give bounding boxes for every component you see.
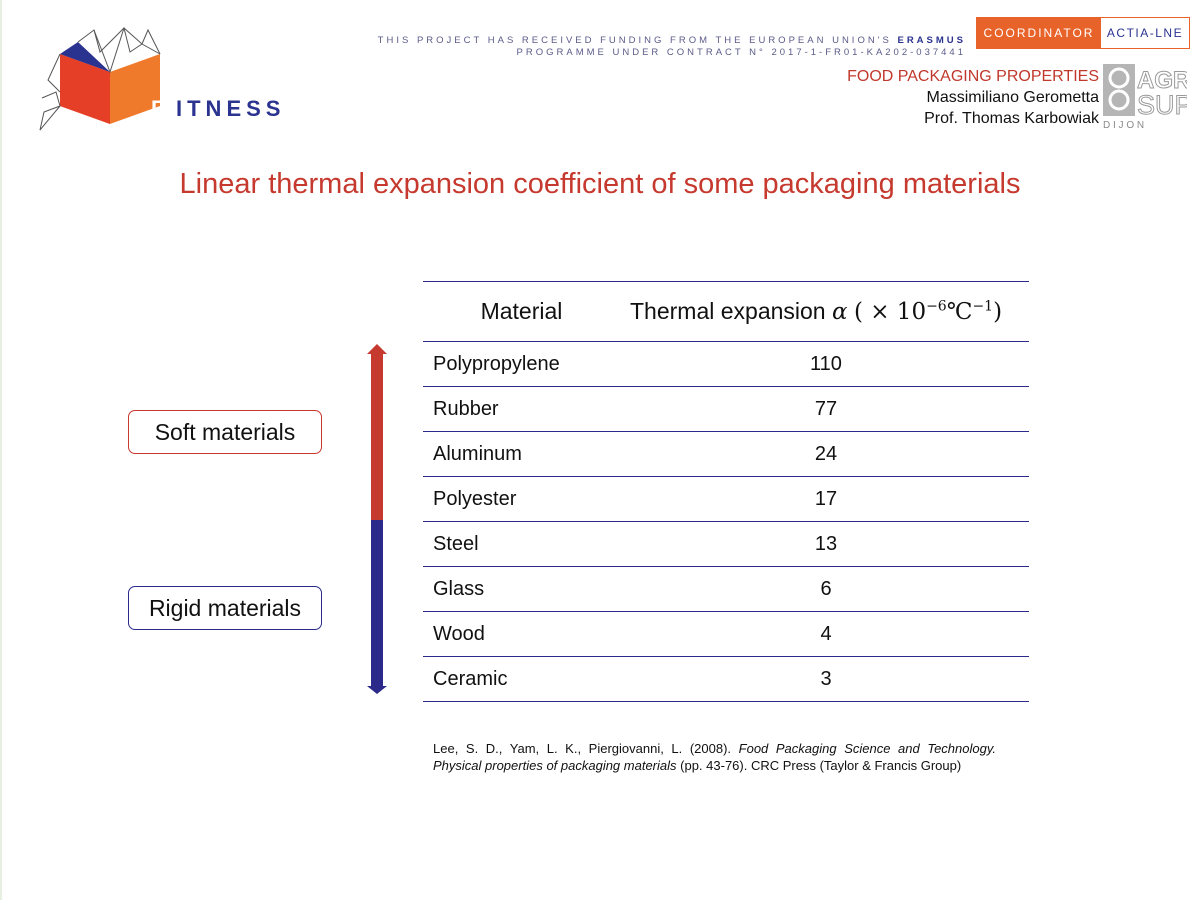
- value-cell: 3: [820, 667, 832, 690]
- table-row: Wood 4: [423, 612, 1029, 657]
- dijon-text: D I J O N: [1103, 120, 1144, 130]
- table-row: Ceramic 3: [423, 657, 1029, 702]
- funding-line-2: PROGRAMME UNDER CONTRACT N° 2017-1-FR01-…: [516, 47, 966, 58]
- unit-celsius: ℃: [946, 299, 973, 325]
- alpha-symbol: α: [832, 299, 848, 325]
- table-row: Polyester 17: [423, 477, 1029, 522]
- value-cell: 4: [820, 622, 832, 645]
- material-cell: Steel: [433, 532, 479, 555]
- table-row: Glass 6: [423, 567, 1029, 612]
- funding-line-1: THIS PROJECT HAS RECEIVED FUNDING FROM T…: [378, 35, 966, 47]
- thermal-expansion-table: Material Thermal expansion α ( × 10−6℃−1…: [423, 281, 1029, 702]
- fitness-logo: F ITNESS: [38, 22, 280, 134]
- header-expansion-text: Thermal expansion: [630, 298, 826, 324]
- reference-authors: Lee, S. D., Yam, L. K., Piergiovanni, L.…: [433, 741, 732, 756]
- value-cell: 13: [814, 532, 838, 555]
- arrow-blue-segment: [371, 520, 383, 686]
- value-cell: 17: [814, 487, 838, 510]
- arrow-up-head: [367, 344, 387, 354]
- reference-chapter: Physical properties of packaging materia…: [433, 758, 677, 773]
- reference-book: Food Packaging Science and Technology.: [738, 741, 996, 756]
- rigid-materials-label: Rigid materials: [128, 586, 322, 630]
- coordinator-label: COORDINATOR: [977, 18, 1101, 48]
- table-row: Steel 13: [423, 522, 1029, 567]
- reference-publisher: (pp. 43-76). CRC Press (Taylor & Francis…: [680, 758, 962, 773]
- reference-citation: Lee, S. D., Yam, L. K., Piergiovanni, L.…: [433, 740, 996, 774]
- origami-book-icon: [39, 27, 161, 131]
- material-cell: Ceramic: [433, 667, 508, 690]
- erasmus-label: ERASMUS: [897, 35, 966, 46]
- unit-celsius-exponent: −1: [972, 298, 994, 315]
- arrow-down-head: [367, 686, 387, 694]
- table-row: Polypropylene 110: [423, 342, 1029, 387]
- course-info: FOOD PACKAGING PROPERTIES Massimiliano G…: [847, 66, 1099, 129]
- table-row: Rubber 77: [423, 387, 1029, 432]
- coordinator-box: COORDINATOR ACTIA-LNE: [976, 17, 1190, 49]
- material-cell: Polyester: [433, 487, 517, 510]
- agrosup-mark-icon: AGRO SUP D I J O N: [1103, 64, 1200, 131]
- material-cell: Rubber: [433, 397, 499, 420]
- sup-text: SUP: [1137, 90, 1187, 120]
- author-1: Massimiliano Gerometta: [926, 89, 1100, 106]
- table-header: Material Thermal expansion α ( × 10−6℃−1…: [423, 281, 1029, 342]
- value-cell: 6: [820, 577, 832, 600]
- logo-wordmark: ITNESS: [176, 96, 286, 121]
- coordinator-name: ACTIA-LNE: [1106, 26, 1184, 40]
- stiffness-double-arrow: [367, 344, 387, 694]
- soft-materials-label: Soft materials: [128, 410, 322, 454]
- unit-close: ): [993, 299, 1003, 325]
- header-material: Material: [480, 298, 563, 324]
- header-unit: ( × 10−6℃−1): [853, 298, 1003, 325]
- unit-open: ( × 10: [853, 299, 927, 325]
- header-thermal-expansion: Thermal expansion α ( × 10−6℃−1): [620, 298, 1029, 325]
- course-title: FOOD PACKAGING PROPERTIES: [847, 68, 1099, 85]
- unit-exponent: −6: [926, 298, 947, 315]
- value-cell: 77: [814, 397, 838, 420]
- table-row: Aluminum 24: [423, 432, 1029, 477]
- value-cell: 24: [814, 442, 838, 465]
- logo-letter-f: F: [151, 96, 165, 121]
- material-cell: Polypropylene: [433, 352, 560, 375]
- material-cell: Wood: [433, 622, 485, 645]
- material-cell: Aluminum: [433, 442, 522, 465]
- funding-notice: THIS PROJECT HAS RECEIVED FUNDING FROM T…: [378, 35, 966, 59]
- author-2: Prof. Thomas Karbowiak: [924, 110, 1099, 127]
- slide-title: Linear thermal expansion coefficient of …: [179, 168, 1021, 200]
- value-cell: 110: [810, 352, 842, 375]
- arrow-red-segment: [371, 354, 383, 520]
- slide-left-edge: [0, 0, 2, 900]
- funding-line-1-text: THIS PROJECT HAS RECEIVED FUNDING FROM T…: [377, 35, 892, 46]
- material-cell: Glass: [433, 577, 485, 600]
- agrosup-logo: AGRO SUP D I J O N: [1103, 64, 1200, 131]
